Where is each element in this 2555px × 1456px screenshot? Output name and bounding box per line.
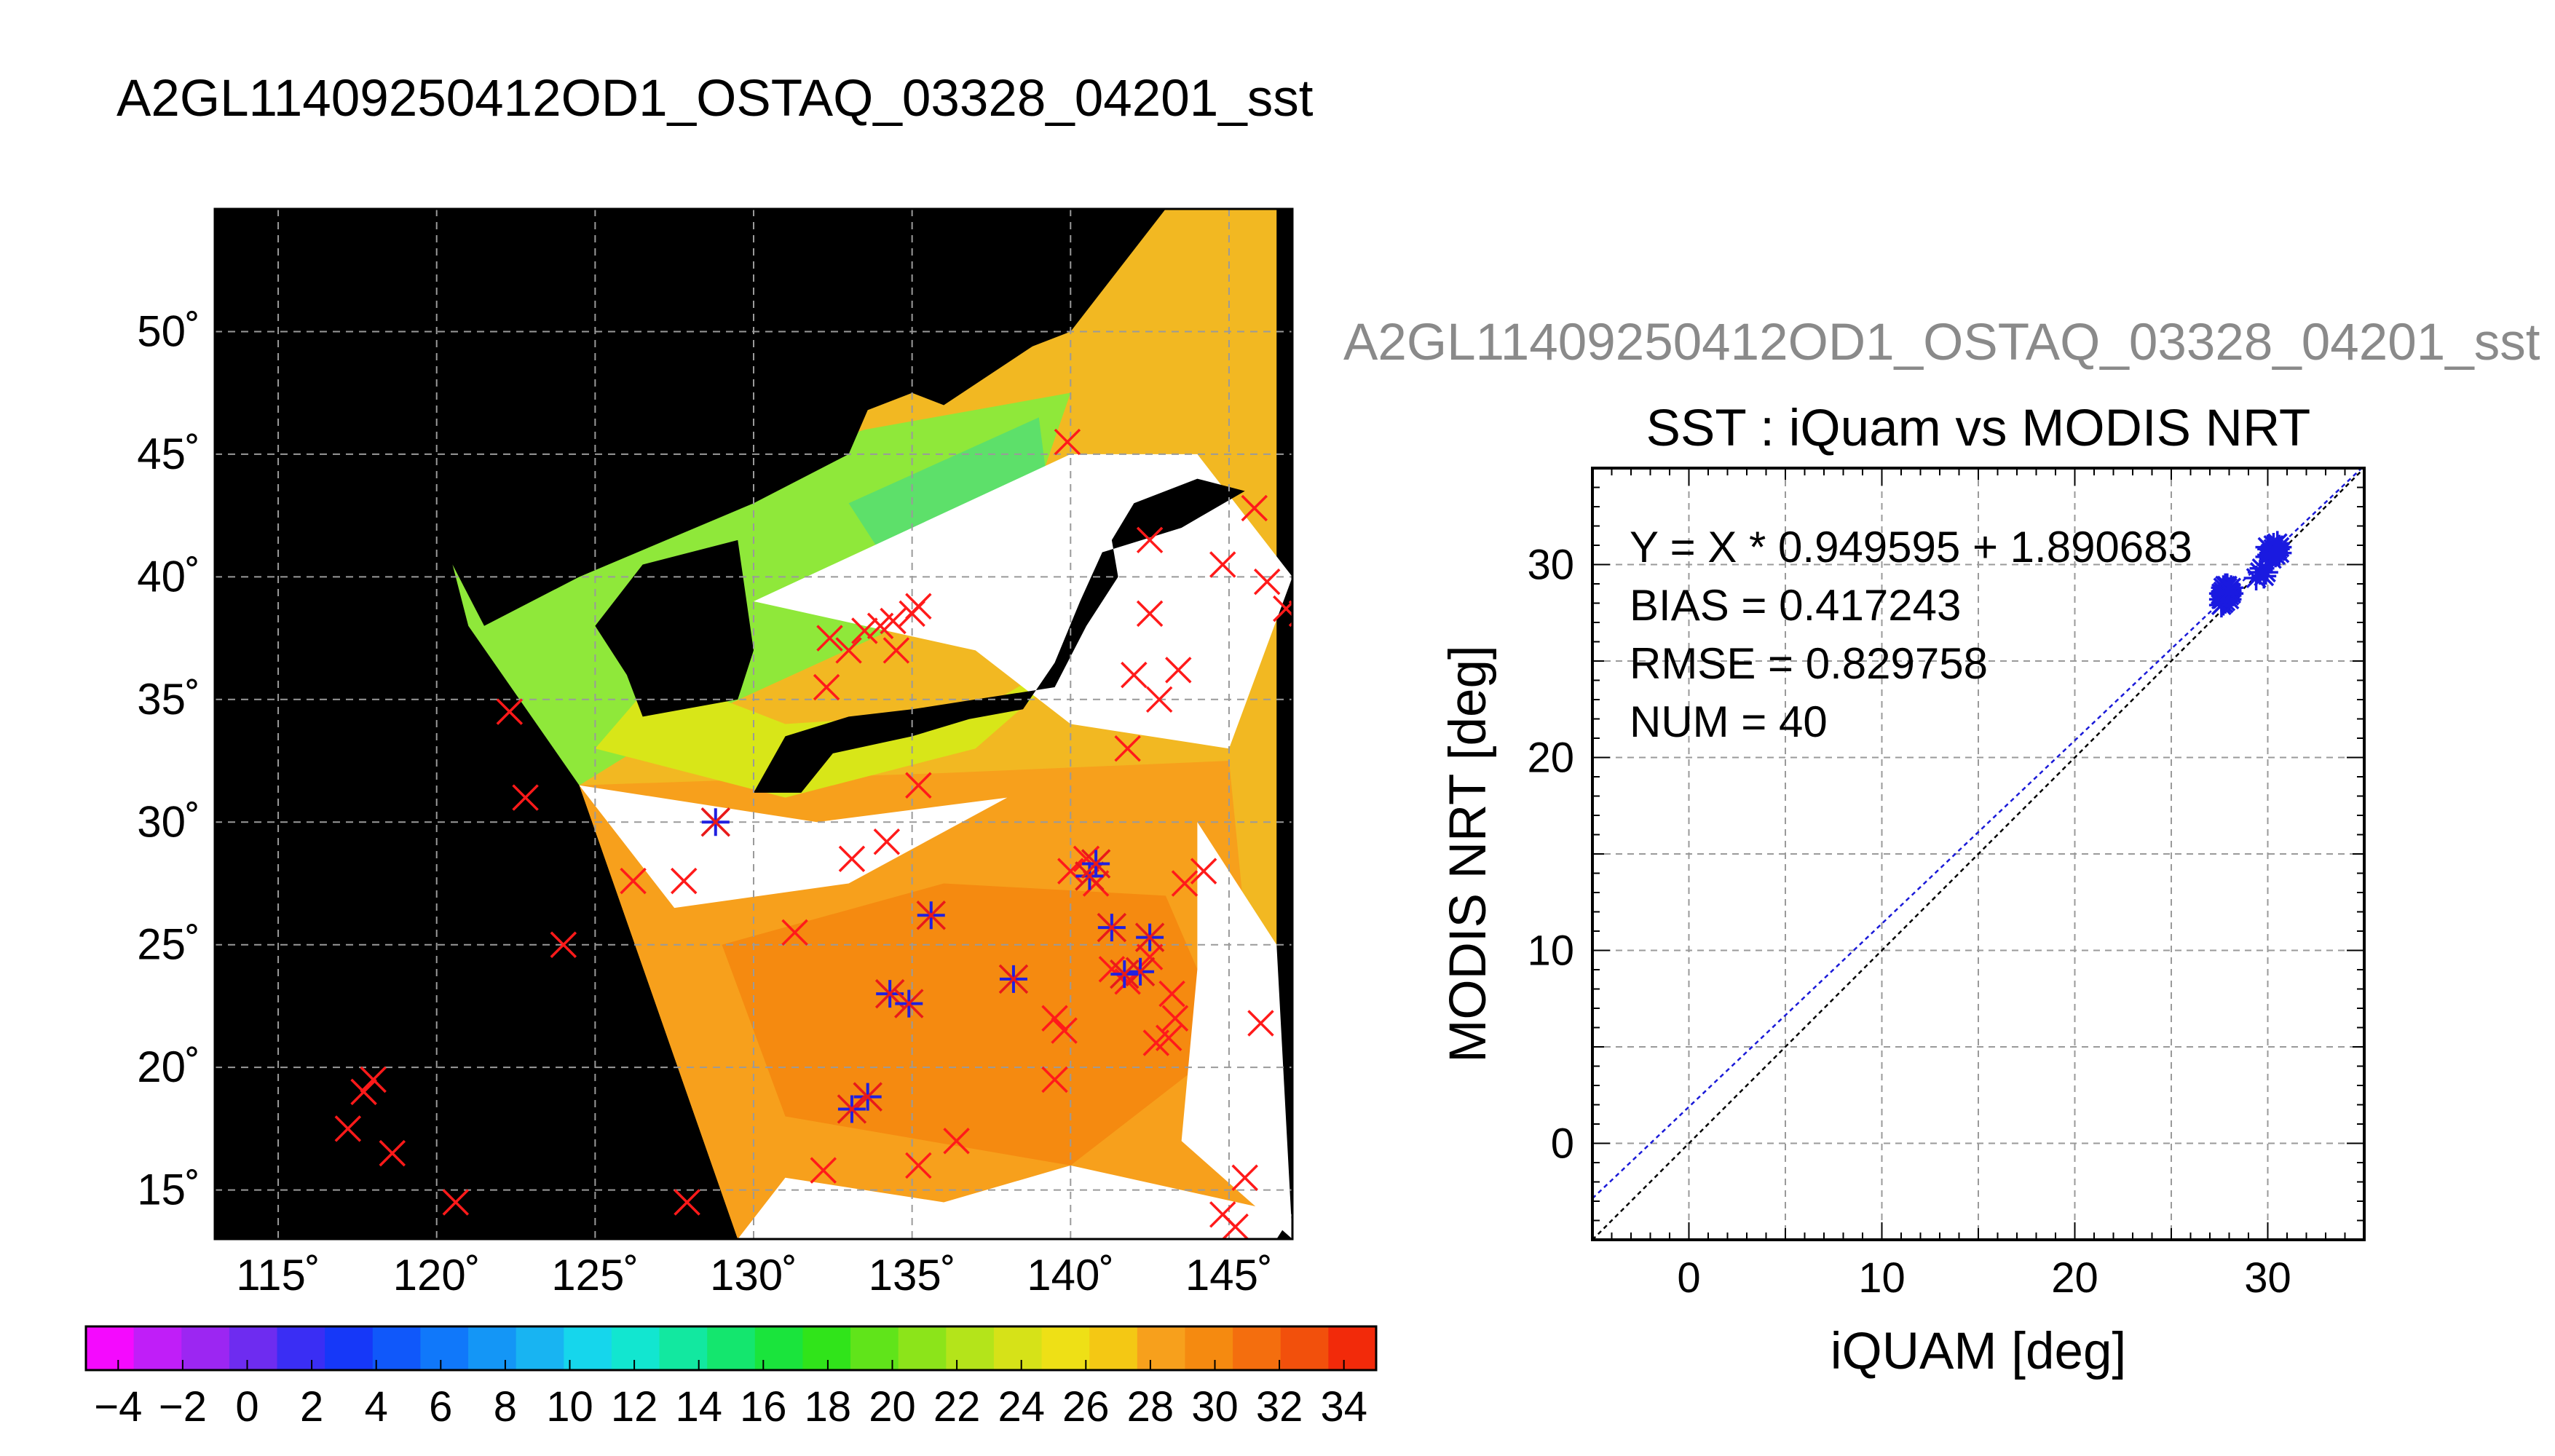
match-x-marker — [1054, 428, 1081, 456]
match-x-marker — [1253, 568, 1281, 596]
land-korea — [595, 539, 754, 717]
match-x-marker — [1222, 1213, 1249, 1239]
match-x-marker — [943, 1128, 970, 1155]
match-x-marker — [360, 1066, 387, 1093]
match-star-marker — [916, 901, 946, 930]
map-y-tick-label: 15˚ — [137, 1166, 200, 1214]
map-y-tick-label: 45˚ — [137, 430, 200, 478]
match-star-marker — [998, 964, 1029, 994]
match-x-marker — [1136, 600, 1164, 628]
match-x-marker — [674, 1189, 700, 1216]
match-x-marker — [1158, 980, 1185, 1008]
map-y-tick-label: 35˚ — [137, 675, 200, 724]
map-y-tick-label: 20˚ — [137, 1042, 200, 1091]
match-x-marker — [496, 698, 524, 725]
match-x-marker — [835, 637, 862, 664]
match-x-marker — [1247, 1010, 1274, 1037]
map-x-tick-label: 130˚ — [710, 1251, 797, 1299]
match-star-marker — [853, 1082, 882, 1112]
match-x-marker — [880, 607, 907, 635]
match-x-marker — [1209, 551, 1236, 578]
match-star-marker — [700, 807, 730, 837]
map-x-tick-label: 145˚ — [1185, 1251, 1273, 1299]
map-x-tick-label: 125˚ — [551, 1251, 639, 1299]
match-x-marker — [512, 784, 539, 811]
map-frame — [213, 207, 1294, 1241]
match-star-marker — [1134, 922, 1165, 952]
match-x-marker — [1136, 526, 1164, 554]
match-x-marker — [905, 1152, 932, 1179]
map-y-tick-label: 30˚ — [137, 797, 200, 846]
match-star-marker — [894, 989, 924, 1018]
match-x-marker — [1231, 1164, 1258, 1192]
match-x-marker — [1241, 494, 1268, 522]
map-x-tick-label: 140˚ — [1027, 1251, 1114, 1299]
match-x-marker — [1051, 1017, 1078, 1044]
scatter-overline: A2GL11409250412OD1_OSTAQ_03328_04201_sst — [1343, 314, 2540, 371]
map-x-tick-label: 135˚ — [869, 1251, 956, 1299]
swath-mid — [595, 638, 1102, 798]
match-x-marker — [1145, 686, 1173, 713]
page-title: A2GL11409250412OD1_OSTAQ_03328_04201_sst — [117, 70, 1314, 127]
match-star-marker — [1081, 849, 1111, 879]
land-japan — [754, 478, 1245, 793]
match-x-marker — [810, 1157, 837, 1184]
match-x-marker — [1190, 858, 1217, 885]
match-x-marker — [1171, 870, 1198, 897]
match-x-marker — [838, 845, 866, 873]
map-y-tick-label: 40˚ — [137, 552, 200, 601]
match-x-marker — [1041, 1066, 1068, 1093]
map-x-tick-label: 120˚ — [393, 1251, 481, 1299]
swath-hot — [722, 883, 1229, 1166]
map-x-tick-label: 115˚ — [236, 1251, 320, 1299]
match-x-marker — [442, 1189, 470, 1216]
match-x-marker — [816, 625, 843, 652]
match-x-marker — [550, 931, 577, 958]
swath-cloud — [1181, 822, 1292, 1239]
match-x-marker — [1114, 735, 1141, 762]
swath-cloud — [738, 1165, 1292, 1239]
match-x-marker — [379, 1139, 406, 1167]
map-y-tick-label: 50˚ — [137, 306, 200, 355]
match-x-marker — [781, 919, 808, 946]
match-star-marker — [1097, 912, 1127, 943]
match-x-marker — [1273, 595, 1292, 622]
match-x-marker — [1041, 1005, 1068, 1032]
map-y-tick-label: 25˚ — [137, 920, 200, 969]
match-x-marker — [1057, 858, 1084, 885]
match-x-marker — [905, 593, 932, 620]
match-x-marker — [670, 867, 698, 895]
match-x-marker — [350, 1078, 377, 1106]
match-x-marker — [851, 617, 878, 644]
match-x-marker — [873, 828, 901, 855]
match-x-marker — [334, 1115, 362, 1142]
match-x-marker — [1161, 1005, 1189, 1032]
match-star-marker — [837, 1094, 867, 1124]
match-x-marker — [813, 673, 840, 701]
match-x-marker — [1165, 657, 1192, 684]
match-x-marker — [905, 772, 932, 799]
match-x-marker — [882, 637, 910, 664]
match-x-marker — [620, 867, 647, 895]
match-x-marker — [1121, 661, 1148, 689]
match-x-marker — [1156, 1024, 1182, 1051]
match-star-marker — [1110, 959, 1140, 989]
